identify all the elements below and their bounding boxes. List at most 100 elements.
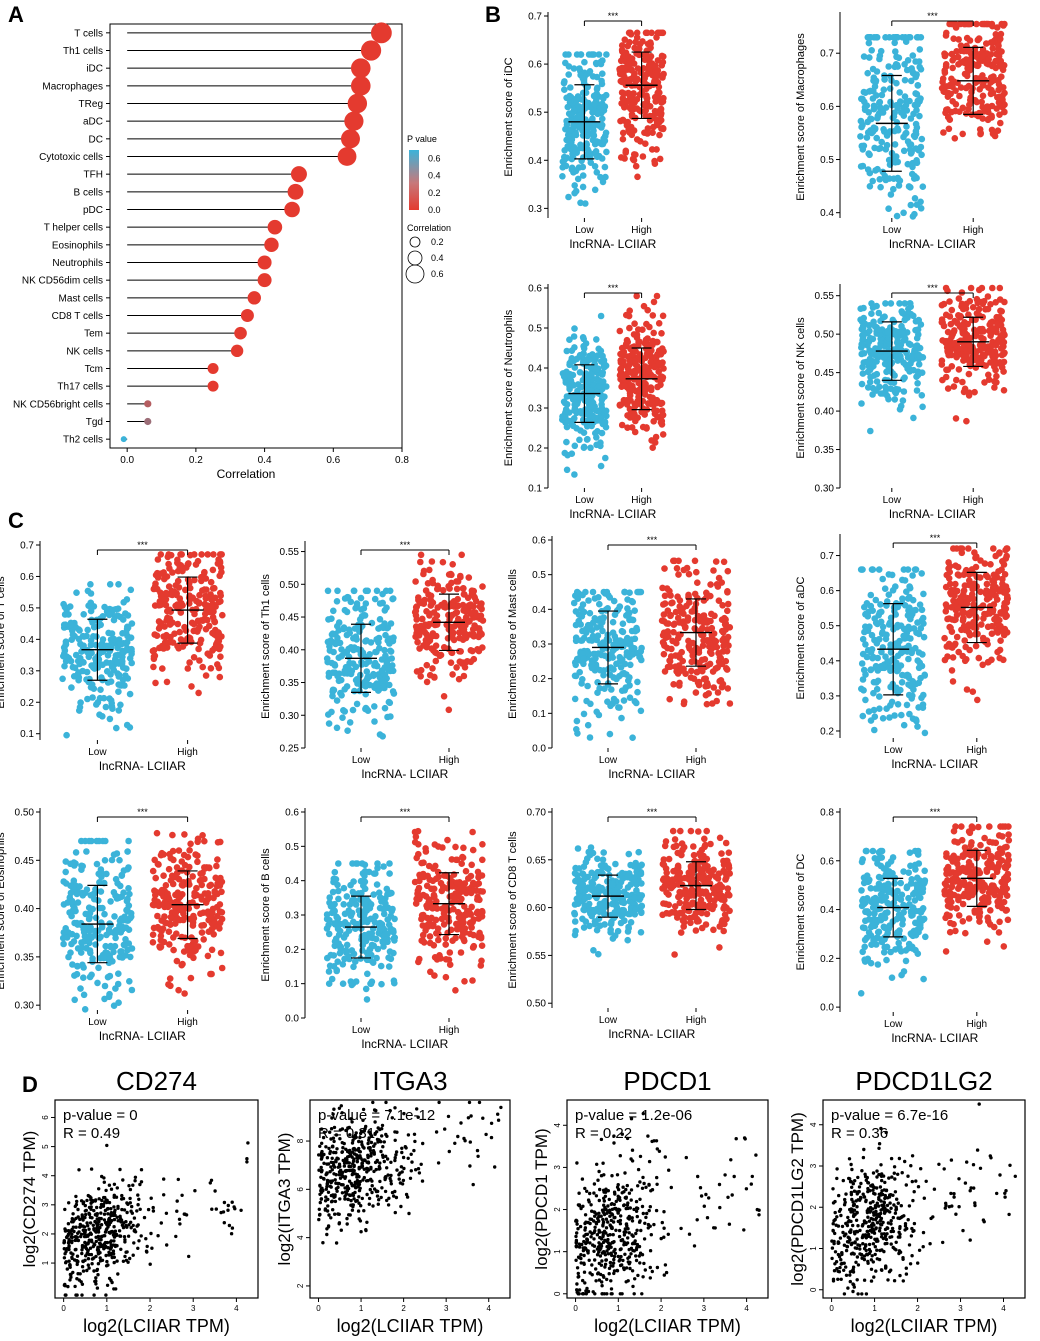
data-point [692, 558, 699, 565]
data-point [623, 684, 630, 691]
data-point [200, 617, 207, 624]
data-point [127, 915, 134, 922]
data-point [899, 34, 906, 41]
data-point [870, 128, 877, 135]
data-point [912, 90, 919, 97]
data-point [996, 360, 1003, 367]
data-point [705, 690, 712, 697]
data-point [417, 559, 424, 566]
data-point [115, 581, 122, 588]
data-point [885, 205, 892, 212]
data-point [879, 576, 886, 583]
data-point [876, 705, 883, 712]
data-point [175, 893, 182, 900]
data-point [433, 642, 440, 649]
data-point [592, 187, 599, 194]
data-point [468, 647, 475, 654]
data-point [704, 626, 711, 633]
data-point [912, 195, 919, 202]
data-point [984, 574, 991, 581]
data-point [949, 57, 956, 64]
y-tick-label: 0.35 [280, 678, 300, 689]
data-point [446, 707, 453, 714]
data-point [335, 860, 342, 867]
data-point [186, 864, 193, 871]
data-point [914, 380, 921, 387]
lollipop-point [234, 327, 247, 340]
data-point [652, 63, 659, 70]
data-point [892, 396, 899, 403]
x-tick-label: 0.0 [120, 455, 134, 466]
data-point [121, 867, 128, 874]
data-point [641, 129, 648, 136]
data-point [713, 638, 720, 645]
data-point [916, 353, 923, 360]
data-point [643, 30, 650, 37]
data-point [388, 655, 395, 662]
data-point [875, 667, 882, 674]
data-point [193, 561, 200, 568]
data-point [363, 986, 370, 993]
data-point [939, 319, 946, 326]
y-tick-label: NK CD56bright cells [13, 399, 103, 410]
data-point [429, 665, 436, 672]
data-point [205, 953, 212, 960]
data-point [113, 927, 120, 934]
data-point [661, 611, 668, 618]
data-point [858, 400, 865, 407]
data-point [963, 85, 970, 92]
data-point [917, 675, 924, 682]
data-point [980, 53, 987, 60]
data-point [465, 595, 472, 602]
data-point [418, 552, 425, 559]
data-point [599, 122, 606, 129]
lollipop-point [231, 345, 243, 357]
data-point [77, 641, 84, 648]
y-tick-label: Neutrophils [52, 258, 103, 269]
data-point [626, 325, 633, 332]
data-point [859, 381, 866, 388]
data-point [982, 21, 989, 28]
data-point [594, 85, 601, 92]
data-point [859, 660, 866, 667]
data-point [913, 157, 920, 164]
data-point [987, 561, 994, 568]
data-point [61, 644, 68, 651]
data-point [119, 630, 126, 637]
data-point [587, 68, 594, 75]
y-tick-label: 0.0 [532, 744, 546, 755]
data-point [364, 971, 371, 978]
significance-label: *** [608, 283, 619, 293]
data-point [945, 90, 952, 97]
data-point [434, 586, 441, 593]
data-point [351, 588, 358, 595]
lollipop-point [288, 184, 304, 200]
data-point [599, 371, 606, 378]
y-tick-label: Mast cells [59, 293, 103, 304]
data-point [999, 352, 1006, 359]
data-point [218, 569, 225, 576]
data-point [722, 620, 729, 627]
data-point [997, 296, 1004, 303]
data-point [724, 648, 731, 655]
data-point [619, 48, 626, 55]
data-point [634, 589, 641, 596]
data-point [597, 174, 604, 181]
y-tick-label: 0.5 [532, 570, 546, 581]
data-point [176, 847, 183, 854]
data-point [871, 74, 878, 81]
data-point [458, 552, 465, 559]
y-tick-label: 0.5 [528, 324, 542, 335]
data-point [125, 885, 132, 892]
data-point [643, 424, 650, 431]
data-point [902, 672, 909, 679]
data-point [997, 120, 1004, 127]
data-point [860, 333, 867, 340]
data-point [582, 589, 589, 596]
data-point [328, 709, 335, 716]
data-point [607, 731, 614, 738]
data-point [413, 612, 420, 619]
data-point [711, 613, 718, 620]
data-point [89, 958, 96, 965]
